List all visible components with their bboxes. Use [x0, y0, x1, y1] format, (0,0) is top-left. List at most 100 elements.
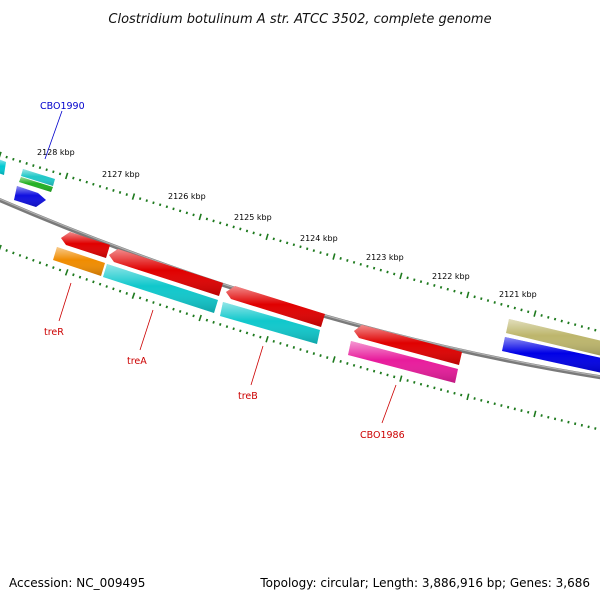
outer-ring-minor-tick: [527, 310, 530, 314]
outer-ring-minor-tick: [359, 262, 362, 266]
feature-blue-right[interactable]: [502, 337, 600, 373]
outer-ring-minor-tick: [292, 243, 296, 247]
outer-ring-major-tick: [466, 291, 470, 299]
feature-orange-trer[interactable]: [53, 247, 105, 276]
gene-label-trea[interactable]: treA: [127, 356, 147, 367]
feature-cyan-trea[interactable]: [103, 264, 218, 313]
inner-ring-minor-tick: [560, 419, 563, 422]
gene-label-trer[interactable]: treR: [44, 327, 64, 338]
outer-ring-minor-tick: [279, 239, 282, 243]
inner-ring-minor-tick: [125, 292, 128, 295]
inner-ring-minor-tick: [12, 251, 15, 255]
inner-ring-minor-tick: [172, 307, 175, 311]
outer-ring-minor-tick: [346, 259, 349, 262]
kbp-label-2127: 2127 kbp: [102, 170, 140, 179]
inner-ring-minor-tick: [500, 404, 503, 407]
feature-red-3[interactable]: [226, 286, 325, 327]
gene-label-cbo1990[interactable]: CBO1990: [40, 101, 85, 112]
inner-ring-minor-tick: [527, 410, 530, 414]
feature-cyan-small[interactable]: [21, 169, 55, 186]
inner-ring-minor-tick: [439, 388, 443, 392]
feature-blue-cbo1990[interactable]: [14, 186, 46, 207]
gene-label-treb[interactable]: treB: [238, 391, 258, 402]
feature-magenta-cbo1986[interactable]: [348, 341, 458, 383]
inner-ring-major-tick: [0, 244, 2, 251]
outer-ring-minor-tick: [252, 231, 255, 235]
outer-ring-minor-tick: [285, 241, 289, 245]
outer-ring-minor-tick: [553, 317, 557, 321]
inner-ring-minor-tick: [45, 263, 48, 267]
outer-ring-minor-tick: [480, 297, 483, 301]
outer-ring-major-tick: [0, 151, 2, 158]
kbp-label-2123: 2123 kbp: [366, 253, 404, 262]
topology-info: Topology: circular; Length: 3,886,916 bp…: [260, 576, 590, 590]
feature-red-4[interactable]: [354, 325, 462, 365]
inner-ring-minor-tick: [547, 415, 550, 419]
label-leader-lines: [44, 110, 397, 424]
inner-ring-major-tick: [399, 375, 403, 382]
outer-ring-minor-tick: [172, 207, 175, 211]
outer-ring-minor-tick: [212, 219, 215, 223]
outer-ring-minor-tick: [372, 266, 376, 270]
outer-ring-minor-tick: [352, 260, 356, 264]
gene-label-cbo1986[interactable]: CBO1986: [360, 430, 405, 441]
outer-ring-minor-tick: [513, 306, 516, 310]
outer-ring-minor-tick: [112, 189, 115, 192]
inner-ring-minor-tick: [413, 380, 416, 384]
inner-ring-minor-tick: [372, 369, 376, 373]
inner-ring-minor-tick: [239, 329, 242, 333]
outer-ring-minor-tick: [500, 302, 503, 306]
inner-ring-minor-tick: [292, 346, 296, 349]
kbp-label-2126: 2126 kbp: [168, 192, 206, 201]
feature-red-2[interactable]: [109, 249, 223, 296]
inner-ring-minor-tick: [112, 287, 115, 291]
feature-cyan-left-edge[interactable]: [0, 159, 6, 175]
outer-ring-minor-tick: [573, 323, 577, 327]
leader-cbo1986: [381, 384, 397, 424]
outer-ring-minor-tick: [459, 291, 463, 295]
outer-ring-major-tick: [131, 193, 136, 200]
outer-ring-minor-tick: [326, 253, 329, 256]
outer-ring-minor-tick: [446, 287, 449, 291]
inner-ring-minor-tick: [326, 356, 329, 359]
outer-ring-minor-tick: [419, 280, 423, 284]
accession-info: Accession: NC_009495: [9, 576, 146, 590]
inner-ring-minor-tick: [393, 375, 396, 379]
inner-ring-minor-tick: [386, 373, 389, 377]
feature-red-1[interactable]: [61, 232, 110, 258]
outer-ring-minor-tick: [259, 233, 262, 237]
map-title: Clostridium botulinum A str. ATCC 3502, …: [108, 12, 491, 27]
inner-ring-minor-tick: [406, 379, 409, 382]
outer-ring-minor-tick: [245, 229, 249, 233]
outer-ring-major-tick: [332, 253, 336, 260]
outer-ring-minor-tick: [366, 264, 369, 268]
feature-green-small[interactable]: [19, 177, 53, 192]
outer-ring-minor-tick: [118, 191, 122, 194]
inner-ring-minor-tick: [594, 427, 597, 430]
outer-ring-minor-tick: [38, 166, 42, 170]
outer-ring-minor-tick: [145, 199, 148, 203]
outer-ring-minor-tick: [45, 168, 48, 172]
outer-ring-minor-tick: [185, 211, 189, 215]
outer-ring-minor-tick: [580, 325, 584, 328]
inner-ring-minor-tick: [453, 391, 456, 395]
feature-olive[interactable]: [506, 319, 600, 356]
inner-ring-minor-tick: [219, 323, 222, 326]
inner-ring-minor-tick: [587, 425, 590, 429]
outer-ring-minor-tick: [406, 276, 409, 280]
outer-ring-minor-tick: [225, 223, 229, 227]
outer-ring-minor-tick: [453, 289, 456, 293]
outer-ring-minor-tick: [473, 295, 476, 299]
outer-ring-minor-tick: [594, 328, 597, 332]
inner-ring-minor-tick: [553, 417, 557, 421]
feature-cyan-treb[interactable]: [220, 302, 320, 344]
outer-ring-minor-tick: [493, 301, 496, 304]
inner-ring-major-tick: [198, 314, 202, 322]
leader-trea: [139, 309, 154, 351]
outer-ring-minor-tick: [306, 247, 309, 251]
inner-ring-minor-tick: [426, 384, 429, 388]
kbp-scale-labels: 2128 kbp 2127 kbp 2126 kbp 2125 kbp 2124…: [37, 148, 537, 299]
inner-ring-minor-tick: [480, 398, 483, 402]
inner-ring-minor-tick: [460, 393, 463, 397]
